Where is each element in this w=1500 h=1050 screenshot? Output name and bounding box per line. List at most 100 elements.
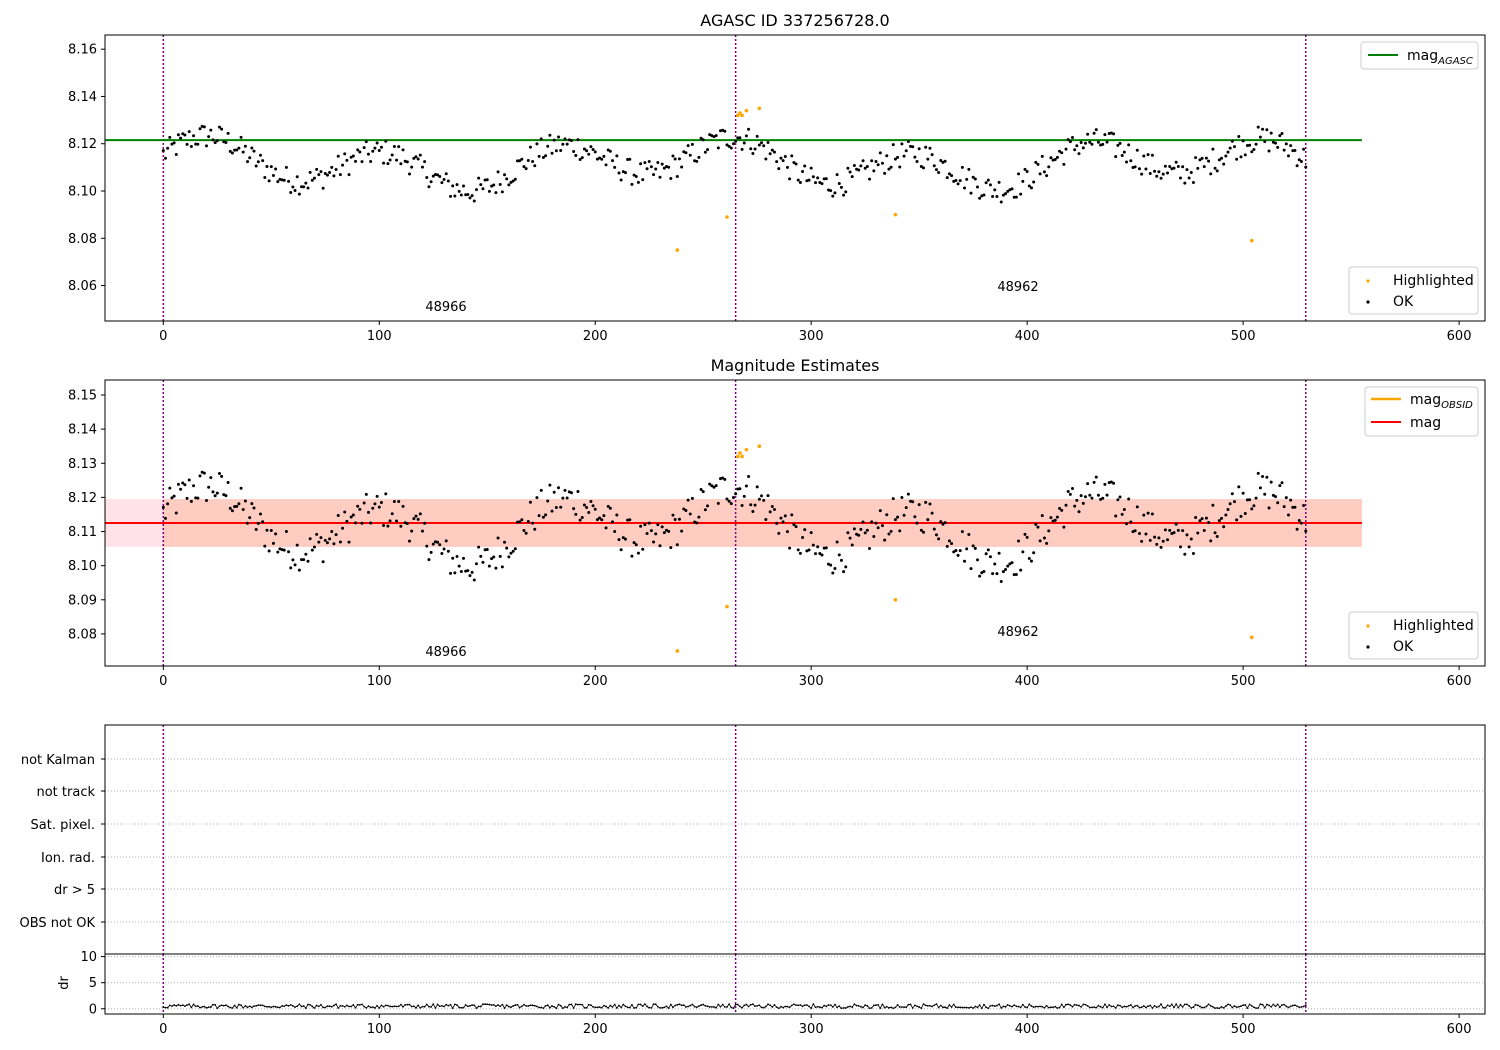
ok-point bbox=[548, 133, 552, 137]
ok-point bbox=[1302, 147, 1306, 151]
ok-point bbox=[205, 499, 209, 503]
ok-point bbox=[461, 184, 465, 188]
ok-point bbox=[1083, 495, 1087, 499]
ok-point bbox=[466, 569, 470, 573]
ok-point bbox=[420, 165, 424, 169]
ok-point bbox=[213, 141, 217, 145]
ok-point bbox=[602, 154, 606, 158]
ok-point bbox=[500, 565, 504, 569]
ok-point bbox=[515, 520, 519, 524]
ok-point bbox=[695, 521, 699, 525]
ok-point bbox=[684, 508, 688, 512]
ok-point bbox=[1237, 485, 1241, 489]
legend-ok-label: OK bbox=[1393, 639, 1414, 655]
ok-point bbox=[662, 166, 666, 170]
ok-point bbox=[459, 569, 463, 573]
ok-point bbox=[1112, 132, 1116, 136]
ok-point bbox=[1096, 493, 1100, 497]
ok-point bbox=[1066, 138, 1070, 142]
ok-point bbox=[893, 518, 897, 522]
ok-point bbox=[965, 547, 969, 551]
ok-point bbox=[639, 524, 643, 528]
ok-point bbox=[764, 157, 768, 161]
ok-point bbox=[593, 150, 597, 154]
ok-point bbox=[950, 541, 954, 545]
ok-point bbox=[211, 138, 215, 142]
ok-point bbox=[818, 551, 822, 555]
ok-point bbox=[582, 147, 586, 151]
ok-point bbox=[729, 146, 733, 150]
ok-point bbox=[341, 526, 345, 530]
ok-point bbox=[779, 516, 783, 520]
ok-point bbox=[945, 544, 949, 548]
ok-point bbox=[680, 165, 684, 169]
ok-point bbox=[1012, 195, 1016, 199]
ok-point bbox=[708, 482, 712, 486]
ok-point bbox=[429, 550, 433, 554]
ok-point bbox=[1232, 500, 1236, 504]
ok-point bbox=[1254, 496, 1258, 500]
ok-point bbox=[1161, 539, 1165, 543]
ok-point bbox=[1196, 166, 1200, 170]
ok-point bbox=[1075, 144, 1079, 148]
ok-point bbox=[427, 185, 431, 189]
ok-point bbox=[474, 562, 478, 566]
ok-point bbox=[699, 487, 703, 491]
ok-point bbox=[993, 562, 997, 566]
ok-point bbox=[883, 538, 887, 542]
ok-point bbox=[345, 158, 349, 162]
ok-point bbox=[284, 165, 288, 169]
ok-point bbox=[956, 553, 960, 557]
x-tick-label: 500 bbox=[1231, 674, 1256, 689]
magnitude-obsid-label-48962: 48962 bbox=[997, 625, 1038, 640]
flag-category-label: not Kalman bbox=[21, 753, 95, 768]
ok-point bbox=[1034, 522, 1038, 526]
ok-point bbox=[271, 541, 275, 545]
flag-category-label: Sat. pixel. bbox=[31, 818, 95, 833]
ok-point bbox=[1304, 529, 1308, 533]
ok-point bbox=[794, 162, 798, 166]
ok-point bbox=[1295, 527, 1299, 531]
y-tick-label: 8.09 bbox=[68, 593, 97, 608]
ok-point bbox=[608, 506, 612, 510]
ok-point bbox=[362, 501, 366, 505]
ok-point bbox=[1066, 490, 1070, 494]
ok-point bbox=[876, 163, 880, 167]
ok-point bbox=[1254, 142, 1258, 146]
ok-point bbox=[455, 183, 459, 187]
ok-point bbox=[660, 162, 664, 166]
magnitude-legend-top: magOBSID mag bbox=[1364, 386, 1479, 437]
ok-point bbox=[1194, 515, 1198, 519]
ok-point bbox=[1228, 146, 1232, 150]
ok-point bbox=[1299, 521, 1303, 525]
ok-point bbox=[239, 135, 243, 139]
ok-point bbox=[330, 165, 334, 169]
ok-point bbox=[252, 149, 256, 153]
ok-point bbox=[628, 157, 632, 161]
ok-point bbox=[444, 539, 448, 543]
ok-point bbox=[224, 140, 228, 144]
ok-point bbox=[230, 509, 234, 513]
legend-highlighted-label: Highlighted bbox=[1393, 273, 1474, 289]
ok-point bbox=[161, 149, 165, 153]
ok-point bbox=[984, 552, 988, 556]
ok-point bbox=[187, 478, 191, 482]
ok-point bbox=[967, 533, 971, 537]
ok-point bbox=[671, 513, 675, 517]
ok-point bbox=[1228, 502, 1232, 506]
ok-point bbox=[589, 145, 593, 149]
ok-point bbox=[539, 488, 543, 492]
ok-point bbox=[723, 129, 727, 133]
ok-point bbox=[185, 496, 189, 500]
ok-point bbox=[1144, 532, 1148, 536]
x-tick-label: 400 bbox=[1015, 329, 1040, 344]
ok-point bbox=[587, 152, 591, 156]
ok-point bbox=[671, 154, 675, 158]
x-tick-label: 200 bbox=[583, 329, 608, 344]
ok-point bbox=[988, 183, 992, 187]
ok-point bbox=[1191, 181, 1195, 185]
ok-point bbox=[1235, 518, 1239, 522]
ok-point bbox=[377, 148, 381, 152]
ok-point bbox=[241, 150, 245, 154]
ok-point bbox=[932, 164, 936, 168]
